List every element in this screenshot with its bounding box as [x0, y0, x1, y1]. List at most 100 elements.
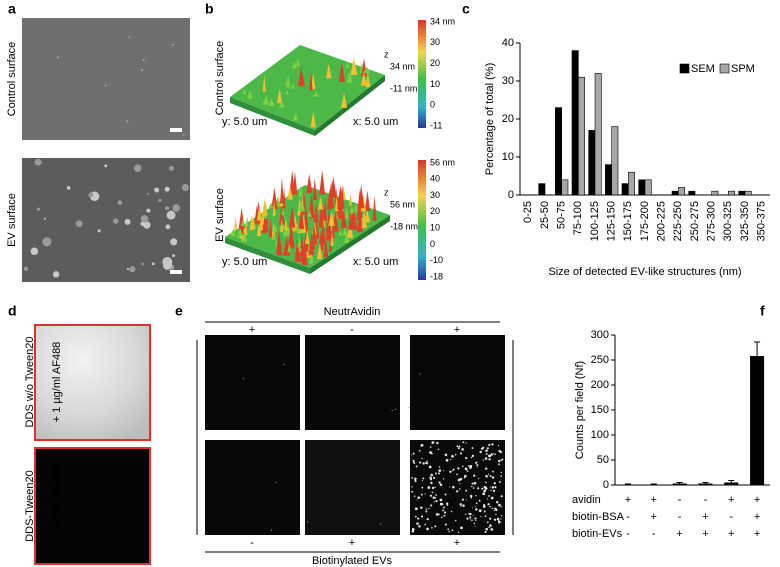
spike — [325, 63, 332, 79]
bar — [555, 107, 562, 196]
spot — [472, 487, 475, 489]
spot — [419, 461, 422, 464]
fluorescence-image — [305, 335, 400, 430]
spot — [494, 453, 496, 455]
spot — [456, 490, 459, 493]
spot — [435, 494, 437, 496]
x-axis-label: Size of detected EV-like structures (nm) — [548, 266, 741, 278]
fluorescence-image — [410, 335, 505, 430]
spot — [485, 474, 488, 478]
spot — [452, 470, 454, 472]
particle — [164, 186, 170, 192]
y-axis-label: Percentage of total (%) — [484, 63, 496, 176]
panel-label: e — [175, 303, 183, 319]
spike — [353, 202, 358, 212]
scale-bar — [170, 128, 182, 132]
spot — [465, 499, 467, 501]
spot — [437, 448, 440, 451]
spot — [459, 483, 461, 485]
bar — [672, 483, 687, 485]
spot — [482, 446, 485, 449]
panel-label: a — [8, 1, 16, 17]
spot — [471, 447, 474, 449]
spot — [495, 501, 499, 504]
bar — [750, 356, 765, 485]
colorbar-label: -11 — [430, 120, 442, 130]
colorbar-label: -10 — [430, 255, 443, 265]
spike — [337, 184, 344, 210]
spot — [410, 454, 413, 456]
spot — [471, 485, 473, 488]
spike — [360, 71, 367, 86]
bar — [538, 183, 546, 196]
spot — [496, 517, 500, 521]
image-label: EV surface — [6, 193, 18, 247]
spike — [287, 242, 292, 253]
spot — [458, 488, 461, 490]
spot — [489, 486, 491, 488]
particle — [172, 204, 181, 212]
spot — [463, 477, 466, 479]
spike — [312, 177, 317, 201]
spot — [500, 459, 503, 462]
particles — [23, 36, 189, 278]
scale-bar — [170, 270, 182, 274]
x-tick-label: 125-150 — [606, 201, 618, 241]
spot — [444, 523, 447, 526]
spot — [477, 487, 480, 490]
spot — [500, 518, 502, 520]
spot — [419, 373, 421, 375]
spot — [461, 448, 464, 451]
spot — [489, 524, 492, 527]
condition-sign: + — [754, 528, 760, 540]
spot — [426, 517, 429, 521]
spot — [475, 461, 478, 464]
spot — [498, 520, 501, 524]
spike — [358, 184, 365, 209]
bar — [611, 126, 619, 196]
spot — [450, 510, 453, 513]
spot — [421, 480, 424, 482]
spot — [458, 445, 461, 448]
particle — [165, 206, 170, 211]
spike — [256, 204, 262, 221]
particle — [88, 192, 94, 198]
y-tick-label: 300 — [591, 329, 609, 341]
spot — [475, 508, 478, 511]
spike — [262, 74, 266, 92]
spot — [414, 515, 417, 518]
spot — [484, 530, 487, 533]
spike — [250, 215, 256, 230]
particle — [124, 218, 131, 225]
spot — [473, 474, 476, 477]
y-tick-label: 200 — [591, 379, 609, 391]
spot — [380, 523, 382, 525]
surface-side — [225, 237, 310, 274]
axis-label: -11 nm — [390, 83, 417, 93]
spike — [294, 237, 301, 262]
spot — [460, 526, 463, 530]
spot — [489, 505, 491, 508]
spot — [457, 531, 460, 533]
spot — [490, 528, 494, 531]
spot — [412, 452, 415, 455]
spot — [391, 409, 393, 411]
spot — [491, 476, 495, 479]
colorbar-label: 40 — [430, 174, 440, 184]
colorbar — [418, 160, 426, 280]
spike — [268, 202, 274, 209]
spike — [348, 193, 353, 206]
spot — [426, 460, 428, 462]
spike — [328, 211, 335, 226]
spike — [296, 241, 301, 248]
legend-label: SPM — [731, 63, 755, 75]
colorbar-label: 10 — [430, 223, 440, 233]
spike — [262, 95, 270, 105]
particle — [104, 164, 108, 168]
colorbar-label: -18 — [430, 271, 443, 281]
spot — [486, 447, 489, 450]
condition-sign: + — [702, 528, 708, 540]
spot — [473, 481, 477, 485]
spot — [490, 489, 492, 491]
image-label: DDS-Tween20 — [24, 470, 36, 542]
